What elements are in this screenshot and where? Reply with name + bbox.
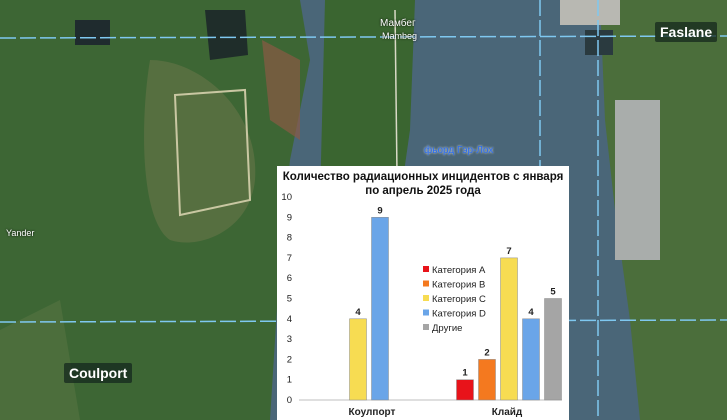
coulport-shore-land <box>0 300 80 420</box>
bar <box>522 318 540 401</box>
legend-swatch <box>423 309 429 316</box>
coulport-label: Coulport <box>64 363 133 383</box>
chart-title-line2: по апрель 2025 года <box>365 185 481 197</box>
y-tick-label: 9 <box>287 212 292 223</box>
chart-title: Количество радиационных инцидентов с янв… <box>277 170 569 198</box>
faslane-naval-facilities <box>615 100 660 260</box>
data-label: 4 <box>355 307 361 318</box>
legend-label: Категория A <box>432 265 486 276</box>
y-tick-label: 4 <box>287 314 292 325</box>
bar <box>478 359 496 401</box>
yander-label: Yander <box>6 228 35 238</box>
category-label: Клайд <box>492 407 523 418</box>
coulport-berth <box>75 20 110 45</box>
grid-line-top <box>0 35 727 39</box>
bar <box>349 318 367 401</box>
northern-dock <box>560 0 620 25</box>
y-tick-label: 8 <box>287 233 292 244</box>
y-tick-label: 10 <box>281 192 292 203</box>
y-tick-label: 5 <box>287 294 292 305</box>
legend-swatch <box>423 280 429 287</box>
legend-swatch <box>423 266 429 272</box>
y-tick-label: 0 <box>287 395 292 406</box>
data-label: 2 <box>484 347 489 358</box>
faslane-label: Faslane <box>655 22 718 42</box>
legend-label: Другие <box>432 323 462 334</box>
bar <box>500 257 518 401</box>
compound-perimeter-road <box>173 88 252 217</box>
y-tick-label: 2 <box>287 354 292 365</box>
data-label: 9 <box>377 205 382 216</box>
legend-label: Категория C <box>432 294 486 305</box>
legend-swatch <box>423 324 429 330</box>
bar-chart: 0 1 2 3 4 5 6 7 8 9 10 4 9 Коулпорт 1 2 7 4 5 Клайд Категори… <box>281 192 562 418</box>
y-tick-label: 6 <box>287 273 292 284</box>
inland-lake <box>205 10 248 60</box>
y-tick-label: 7 <box>287 253 292 264</box>
shiplift-hall <box>585 30 613 55</box>
fjord-label: фьорд Гэр-Лох <box>424 145 494 156</box>
y-tick-label: 3 <box>287 334 292 345</box>
data-label: 4 <box>528 307 534 318</box>
bar <box>544 298 562 401</box>
y-tick-label: 1 <box>287 375 292 386</box>
data-label: 1 <box>462 368 468 379</box>
bar <box>456 379 474 401</box>
legend-label: Категория B <box>432 280 485 291</box>
legend-swatch <box>423 295 429 301</box>
bar <box>371 217 389 401</box>
data-label: 5 <box>550 287 556 298</box>
legend-label: Категория D <box>432 309 486 320</box>
base-compound-area <box>144 60 256 243</box>
mambeg-label-latin: Mambeg <box>382 31 418 41</box>
category-label: Коулпорт <box>349 407 396 418</box>
brown-heath-patch <box>262 40 300 140</box>
chart-panel: Количество радиационных инцидентов с янв… <box>277 166 569 420</box>
mambeg-label-cyrillic: Мамбег <box>380 18 416 29</box>
data-label: 7 <box>506 246 511 257</box>
chart-title-line1: Количество радиационных инцидентов с янв… <box>282 171 564 183</box>
